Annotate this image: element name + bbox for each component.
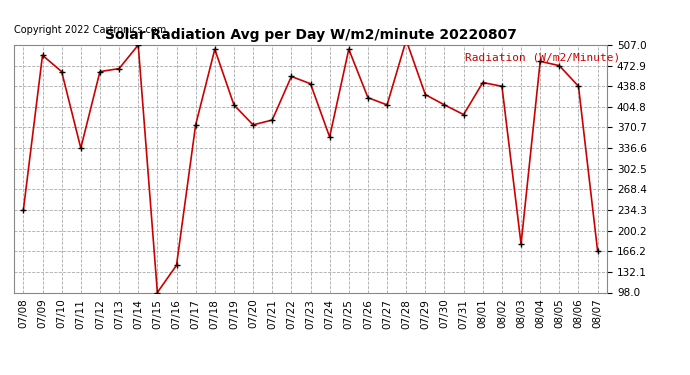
Text: Radiation (W/m2/Minute): Radiation (W/m2/Minute) xyxy=(465,53,620,62)
Title: Solar Radiation Avg per Day W/m2/minute 20220807: Solar Radiation Avg per Day W/m2/minute … xyxy=(105,28,516,42)
Text: Copyright 2022 Cartronics.com: Copyright 2022 Cartronics.com xyxy=(14,25,166,35)
